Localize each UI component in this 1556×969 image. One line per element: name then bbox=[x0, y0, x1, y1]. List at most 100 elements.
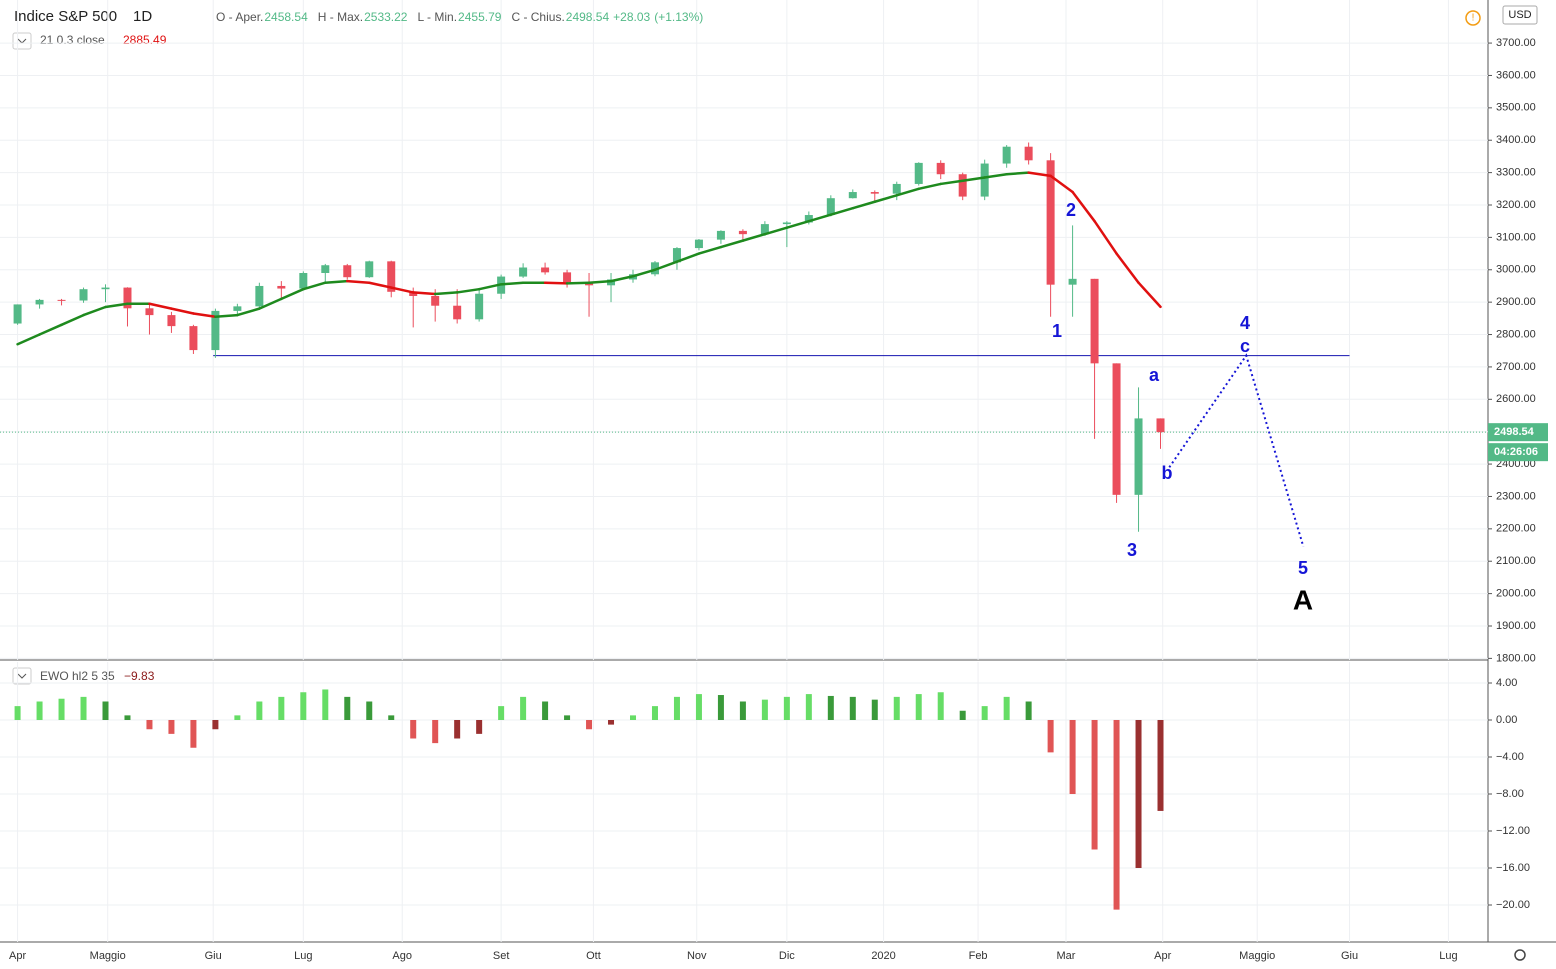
candle-body bbox=[848, 192, 857, 199]
symbol-title: Indice S&P 500 bbox=[14, 8, 117, 25]
ma-segment bbox=[939, 179, 964, 186]
header-value: 2458.54 bbox=[264, 10, 308, 24]
candle-body bbox=[101, 287, 110, 290]
candle-body bbox=[167, 315, 176, 327]
ma-segment bbox=[148, 302, 173, 310]
y-tick-label: 2600.00 bbox=[1496, 393, 1536, 405]
ewo-bar bbox=[1003, 696, 1010, 720]
candle-body bbox=[541, 267, 550, 273]
candle-body bbox=[650, 262, 659, 275]
x-tick-label: Dic bbox=[779, 950, 795, 962]
wave-label: c bbox=[1240, 336, 1250, 356]
ewo-bar bbox=[14, 706, 21, 720]
candle-body bbox=[804, 215, 813, 223]
ewo-bar bbox=[520, 696, 527, 720]
ewo-bar bbox=[608, 719, 615, 725]
wave-label: 1 bbox=[1052, 321, 1062, 341]
header-label: L - Min. bbox=[417, 10, 457, 24]
ewo-bar bbox=[564, 715, 571, 720]
ma-segment bbox=[785, 219, 811, 229]
candle-body bbox=[145, 308, 154, 316]
ewo-bar bbox=[80, 696, 87, 720]
ma-segment bbox=[631, 268, 657, 278]
ewo-bar bbox=[1135, 719, 1142, 868]
x-tick-label: Giu bbox=[1341, 950, 1358, 962]
ewo-legend: EWO hl2 5 35 bbox=[40, 669, 115, 683]
x-tick-label: Maggio bbox=[1239, 950, 1275, 962]
ma-segment bbox=[1027, 171, 1052, 178]
projection-line bbox=[1168, 353, 1305, 547]
x-tick-label: Lug bbox=[294, 950, 312, 962]
ma-segment bbox=[280, 287, 305, 301]
price-tag-label: 2498.54 bbox=[1494, 426, 1535, 438]
y-tick-label: 3100.00 bbox=[1496, 231, 1536, 243]
collapse-button[interactable] bbox=[12, 667, 32, 685]
y-tick-label: 2300.00 bbox=[1496, 490, 1536, 502]
candle-body bbox=[694, 239, 703, 249]
ma-segment bbox=[983, 172, 1008, 179]
ma-segment bbox=[433, 291, 459, 296]
ma-segment bbox=[807, 213, 833, 223]
y-tick-label: 2700.00 bbox=[1496, 361, 1536, 373]
ewo-bar bbox=[695, 694, 702, 720]
ewo-bar bbox=[190, 719, 197, 748]
x-tick-label: Ago bbox=[392, 950, 412, 962]
currency-box[interactable] bbox=[1502, 5, 1538, 25]
ewo-bar bbox=[212, 719, 219, 730]
x-tick-label: Giu bbox=[205, 950, 222, 962]
header-label: H - Max. bbox=[318, 10, 363, 24]
ma-segment bbox=[719, 239, 745, 249]
ewo-bar bbox=[1157, 719, 1164, 811]
ma-segment bbox=[16, 333, 41, 346]
candle-body bbox=[672, 248, 681, 263]
ewo-bar bbox=[1113, 719, 1120, 910]
ewo-bar bbox=[278, 696, 285, 720]
ewo-bar bbox=[344, 696, 351, 720]
ewo-bar bbox=[388, 715, 395, 720]
ewo-bar bbox=[366, 701, 373, 720]
warning-icon[interactable] bbox=[1465, 10, 1481, 26]
header-value: 2533.22 bbox=[364, 10, 408, 24]
ma-segment bbox=[1005, 171, 1030, 176]
ewo-bar bbox=[256, 701, 263, 720]
ma-segment bbox=[829, 206, 855, 216]
candle-body bbox=[387, 261, 396, 292]
ewo-bar bbox=[476, 719, 483, 734]
candle-body bbox=[453, 305, 462, 320]
ewo-bar bbox=[300, 692, 307, 720]
candle-body bbox=[123, 287, 132, 309]
ewo-legend-value: −9.83 bbox=[124, 669, 155, 683]
ewo-bar bbox=[630, 715, 637, 720]
candle-body bbox=[914, 162, 923, 184]
ewo-bar bbox=[915, 694, 922, 720]
ma-segment bbox=[565, 281, 591, 285]
settings-icon[interactable] bbox=[1514, 949, 1526, 961]
y-tick-label: 3200.00 bbox=[1496, 199, 1536, 211]
ma-segment bbox=[961, 176, 986, 182]
ma-segment bbox=[389, 286, 415, 294]
ewo-bar bbox=[805, 694, 812, 720]
ma-segment bbox=[104, 302, 129, 309]
candle-body bbox=[255, 285, 264, 307]
candle-body bbox=[431, 295, 440, 306]
y-tick-label: 3700.00 bbox=[1496, 37, 1536, 49]
candle-body bbox=[1046, 160, 1055, 285]
ma-segment bbox=[587, 279, 613, 284]
x-tick-label: Feb bbox=[969, 950, 988, 962]
candle-body bbox=[299, 273, 308, 289]
ewo-bar bbox=[673, 696, 680, 720]
wave-label: 2 bbox=[1066, 200, 1076, 220]
y-tick-label: 2800.00 bbox=[1496, 328, 1536, 340]
candle-body bbox=[343, 265, 352, 278]
ewo-bar bbox=[761, 699, 768, 720]
header-change-pct: (+1.13%) bbox=[654, 10, 703, 24]
candle-body bbox=[1090, 278, 1099, 364]
header-value: 2498.54 bbox=[566, 10, 610, 24]
countdown-tag bbox=[1488, 443, 1548, 462]
collapse-button[interactable] bbox=[12, 32, 32, 50]
ewo-bar bbox=[432, 719, 439, 744]
ma-legend: 21 0.3 close bbox=[40, 33, 105, 47]
wave-label: a bbox=[1149, 365, 1160, 385]
candle-body bbox=[870, 192, 879, 194]
ewo-bar bbox=[498, 706, 505, 720]
